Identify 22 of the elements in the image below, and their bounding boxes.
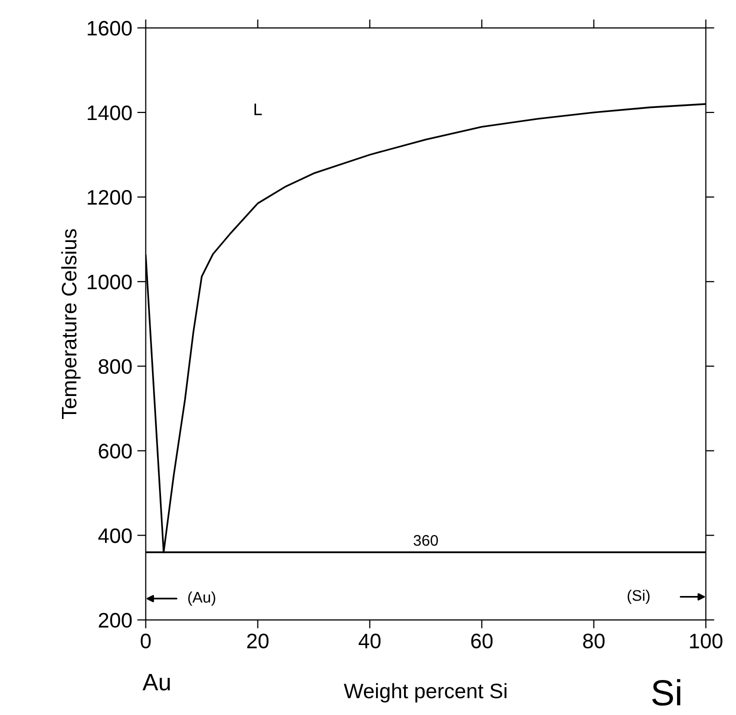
y-tick-label: 1000 [88,274,132,290]
y-tick-label: 1600 [88,20,132,36]
ref-line-label: 360 [414,535,438,546]
annotation: (Si) [628,590,650,604]
x-tick-label: 0 [140,634,151,648]
y-tick-label: 600 [98,444,132,459]
x-tick-label: 20 [247,634,269,648]
text: Si [652,679,680,706]
text: Au [142,674,170,691]
y-axis-title: Temperature Celsius [61,229,81,419]
x-tick-label: 100 [690,634,722,648]
y-tick-label: 1400 [88,105,132,120]
y-tick-label: 400 [98,528,132,544]
x-tick-label: 80 [583,634,605,648]
x-axis-title: Weight percent Si [344,683,506,702]
annotation: (Au) [188,591,216,606]
y-tick-label: 800 [98,359,132,374]
x-tick-label: 60 [471,634,493,648]
annotation: L [254,104,262,116]
y-tick-label: 1200 [88,190,132,205]
y-tick-label: 200 [98,612,132,628]
x-tick-label: 40 [358,634,381,648]
